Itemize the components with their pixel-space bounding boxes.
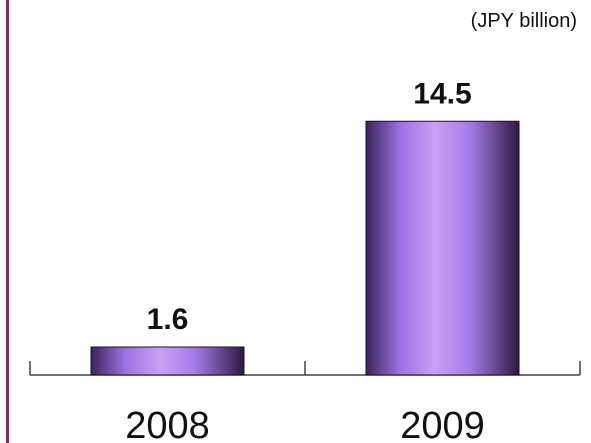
bar-2008 <box>90 346 245 376</box>
bar-2009 <box>365 120 520 376</box>
x-tick-label-2009: 2009 <box>400 405 485 443</box>
bar-value-label-2009: 14.5 <box>413 77 471 110</box>
unit-label: (JPY billion) <box>470 10 577 32</box>
bars <box>90 120 520 376</box>
bar-value-label-2008: 1.6 <box>147 303 189 336</box>
left-frame-rule <box>6 0 9 443</box>
labels: 1.6 2008 14.5 2009 <box>125 77 485 443</box>
x-tick-label-2008: 2008 <box>125 405 210 443</box>
